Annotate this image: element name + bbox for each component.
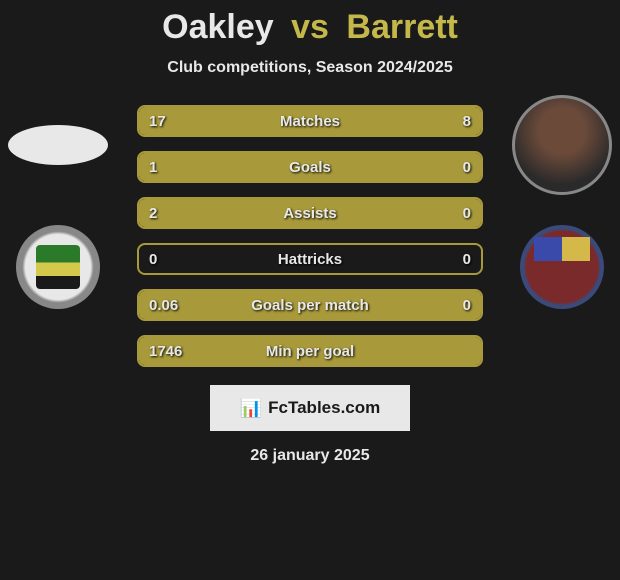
subtitle: Club competitions, Season 2024/2025 [167,59,452,77]
stat-value-right: 0 [463,297,471,314]
stat-value-right: 0 [463,251,471,268]
stat-label: Goals per match [251,297,369,314]
stats-area: 17Matches81Goals02Assists00Hattricks00.0… [0,105,620,367]
stat-label: Goals [289,159,331,176]
stat-value-left: 0 [149,251,157,268]
stat-label: Matches [280,113,340,130]
stat-row: 1746 Min per goal [137,335,483,367]
stat-row: 1 Goals 0 [137,151,483,183]
player1-name: Oakley [162,8,274,46]
brand-badge: 📊 FcTables.com [210,385,410,431]
stat-value-left: 1 [149,159,157,176]
stat-label: Min per goal [266,343,354,360]
player2-name: Barrett [346,8,457,46]
placeholder-icon [8,125,108,165]
stat-value-right: 0 [463,159,471,176]
infographic-container: Oakley vs Barrett Club competitions, Sea… [0,0,620,580]
player2-club-crest [520,225,604,309]
date-label: 26 january 2025 [250,447,369,465]
stat-value-left: 2 [149,205,157,222]
brand-text: FcTables.com [268,398,380,418]
stat-row: 0 Hattricks 0 [137,243,483,275]
stats-list: 17Matches81Goals02Assists00Hattricks00.0… [137,105,483,367]
right-column [512,95,612,309]
vs-label: vs [291,8,329,46]
chart-icon: 📊 [240,398,262,419]
stat-row: 0.06 Goals per match 0 [137,289,483,321]
stat-value-left: 1746 [149,343,182,360]
stat-row: 17 Matches 8 [137,105,483,137]
player1-avatar [8,95,108,195]
title: Oakley vs Barrett [162,8,458,47]
stat-label: Hattricks [278,251,342,268]
stat-value-right: 0 [463,205,471,222]
stat-row: 2 Assists 0 [137,197,483,229]
player2-avatar [512,95,612,195]
stat-label: Assists [283,205,336,222]
stat-value-left: 0.06 [149,297,178,314]
left-column [8,95,108,309]
player1-club-crest [16,225,100,309]
stat-value-right: 8 [463,113,471,130]
stat-value-left: 17 [149,113,166,130]
